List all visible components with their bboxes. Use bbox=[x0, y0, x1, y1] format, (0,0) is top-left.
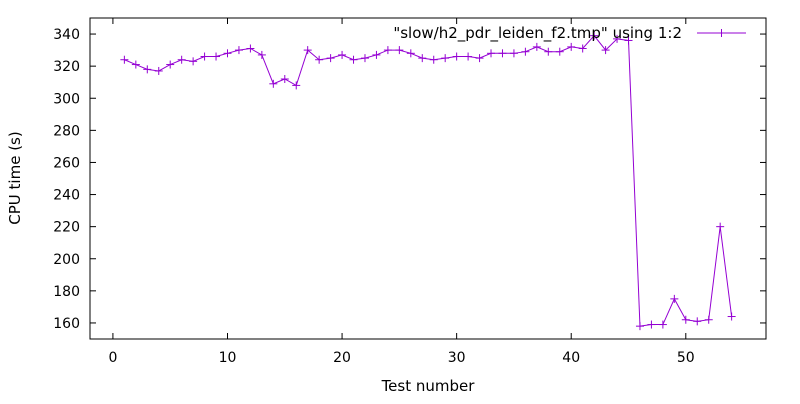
data-point bbox=[349, 55, 358, 64]
data-point bbox=[555, 47, 564, 56]
data-point bbox=[200, 52, 209, 61]
y-tick-label: 300 bbox=[53, 91, 80, 107]
x-tick-label: 20 bbox=[333, 350, 351, 366]
data-point bbox=[234, 46, 243, 55]
data-point bbox=[315, 55, 324, 64]
data-point bbox=[704, 315, 713, 324]
data-point bbox=[681, 315, 690, 324]
data-point bbox=[635, 322, 644, 331]
data-point bbox=[120, 55, 129, 64]
data-point bbox=[475, 54, 484, 63]
data-point bbox=[590, 31, 599, 40]
data-point bbox=[532, 42, 541, 51]
data-point bbox=[143, 65, 152, 74]
data-point bbox=[441, 54, 450, 63]
series-line bbox=[124, 34, 733, 327]
y-axis-title: CPU time (s) bbox=[6, 131, 24, 224]
y-tick-label: 160 bbox=[53, 316, 80, 332]
data-point bbox=[487, 49, 496, 58]
data-point bbox=[613, 34, 622, 43]
data-point bbox=[601, 46, 610, 55]
data-point bbox=[464, 52, 473, 61]
x-tick-label: 30 bbox=[448, 350, 466, 366]
data-point bbox=[693, 317, 702, 326]
data-point bbox=[154, 66, 163, 75]
data-point bbox=[338, 50, 347, 59]
data-point bbox=[383, 46, 392, 55]
x-tick-label: 40 bbox=[562, 350, 580, 366]
data-point bbox=[212, 52, 221, 61]
x-axis-title: Test number bbox=[381, 377, 476, 395]
data-point bbox=[509, 49, 518, 58]
data-point bbox=[280, 74, 289, 83]
data-point bbox=[727, 312, 736, 321]
y-tick-label: 320 bbox=[53, 59, 80, 75]
data-point bbox=[177, 55, 186, 64]
y-tick-label: 240 bbox=[53, 188, 80, 204]
data-point bbox=[269, 79, 278, 88]
data-point bbox=[567, 42, 576, 51]
data-point bbox=[131, 60, 140, 69]
data-point bbox=[716, 222, 725, 231]
data-point bbox=[395, 46, 404, 55]
data-point bbox=[292, 81, 301, 90]
data-point bbox=[498, 49, 507, 58]
y-tick-label: 220 bbox=[53, 220, 80, 236]
x-tick-label: 50 bbox=[677, 350, 695, 366]
data-point bbox=[303, 46, 312, 55]
y-tick-label: 340 bbox=[53, 27, 80, 43]
data-point bbox=[578, 44, 587, 53]
data-point bbox=[372, 50, 381, 59]
data-point bbox=[257, 50, 266, 59]
axis-ticks: 0 10 20 30 40 50 160 180 200 220 240 260 280 300 320 34… bbox=[53, 18, 766, 366]
data-point bbox=[418, 54, 427, 63]
data-point bbox=[647, 320, 656, 329]
legend: "slow/h2_pdr_leiden_f2.tmp" using 1:2 bbox=[393, 24, 746, 43]
data-point bbox=[360, 54, 369, 63]
data-point bbox=[429, 55, 438, 64]
x-tick-label: 10 bbox=[219, 350, 237, 366]
legend-marker bbox=[717, 29, 726, 37]
y-tick-label: 280 bbox=[53, 123, 80, 139]
data-point bbox=[452, 52, 461, 61]
y-tick-label: 180 bbox=[53, 284, 80, 300]
x-tick-label: 0 bbox=[108, 350, 117, 366]
data-point bbox=[166, 60, 175, 69]
data-point bbox=[246, 44, 255, 53]
data-point bbox=[670, 294, 679, 303]
legend-label: "slow/h2_pdr_leiden_f2.tmp" using 1:2 bbox=[393, 24, 682, 43]
data-point bbox=[326, 54, 335, 63]
plot-frame bbox=[89, 17, 767, 340]
legend-plus-mark bbox=[717, 29, 726, 37]
data-point bbox=[406, 49, 415, 58]
y-tick-label: 200 bbox=[53, 252, 80, 268]
data-series bbox=[120, 31, 736, 331]
data-point bbox=[189, 57, 198, 66]
data-point bbox=[544, 47, 553, 56]
y-tick-label: 260 bbox=[53, 155, 80, 171]
data-point bbox=[521, 47, 530, 56]
data-point bbox=[658, 320, 667, 329]
data-point bbox=[223, 49, 232, 58]
data-point bbox=[624, 36, 633, 45]
